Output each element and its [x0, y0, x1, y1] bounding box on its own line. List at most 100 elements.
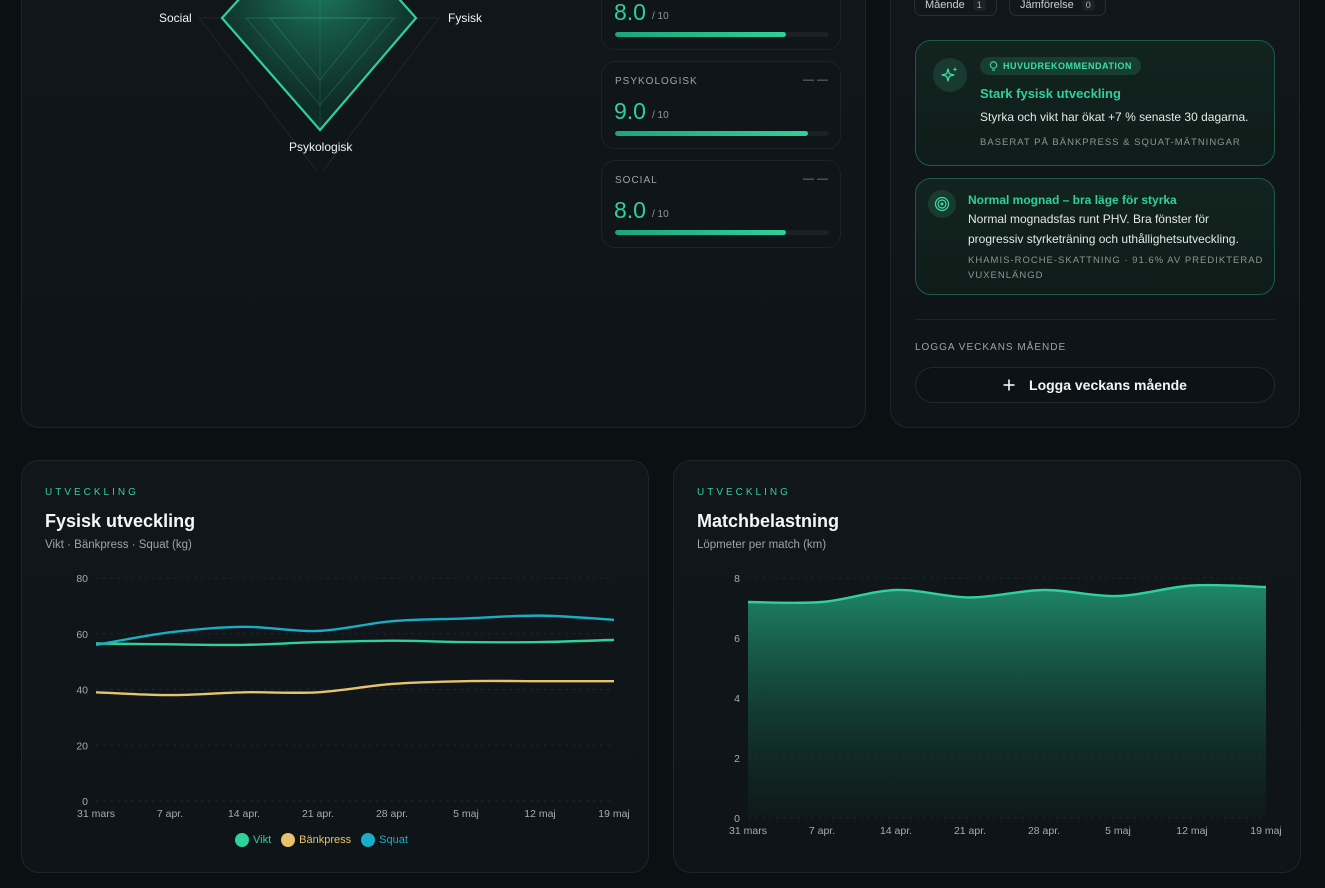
legend-label: Vikt — [253, 834, 272, 846]
x-tick-label: 31 mars — [77, 808, 115, 820]
legend-item: Vikt — [235, 833, 271, 847]
radar-chart — [197, 0, 441, 170]
legend-item: Bänkpress — [281, 833, 351, 847]
score-bar-fill — [615, 230, 787, 235]
series-line-km — [747, 583, 1267, 605]
maturity-title: Normal mognad – bra läge för styrka — [968, 193, 1177, 207]
physical-subtitle: Vikt · Bänkpress · Squat (kg) — [45, 539, 192, 551]
x-tick-label: 5 maj — [1105, 825, 1131, 837]
match-title: Matchbelastning — [697, 511, 840, 531]
score-trend: — — — [802, 173, 828, 185]
physical-development-card — [21, 460, 649, 873]
bulb-icon — [989, 60, 998, 71]
score-value: 8.0 — [614, 197, 646, 223]
recommendation-source: BASERAT PÅ BÄNKPRESS & SQUAT-MÄTNINGAR — [980, 137, 1241, 148]
score-bar — [615, 131, 829, 136]
match-eyebrow: UTVECKLING — [697, 487, 791, 498]
y-tick-label: 2 — [734, 753, 740, 765]
score-card-physical: 8.0 / 10 — [601, 0, 841, 50]
legend-label: Bänkpress — [299, 834, 352, 846]
x-tick-label: 31 mars — [729, 825, 767, 837]
log-section-label: LOGGA VECKANS MÅENDE — [915, 342, 1067, 353]
maturity-text-1: Normal mognadsfas runt PHV. Bra fönster … — [968, 212, 1209, 226]
physical-legend: Vikt Bänkpress Squat — [235, 833, 408, 847]
log-button-label: Logga veckans mående — [1029, 377, 1187, 393]
physical-line-chart: 0 20 40 60 80 31 mars 7 apr. 14 apr. 21 apr. 28 a… — [76, 573, 630, 820]
x-tick-label: 14 apr. — [880, 825, 912, 837]
log-wellbeing-button[interactable]: Logga veckans mående — [915, 367, 1275, 403]
x-tick-label: 21 apr. — [954, 825, 986, 837]
x-tick-label: 5 maj — [453, 808, 479, 820]
radar-label-physical: Fysisk — [448, 11, 482, 25]
score-label: PSYKOLOGISK — [615, 76, 698, 87]
tab-wellbeing[interactable]: Mående 1 — [914, 0, 997, 16]
sparkles-icon — [933, 58, 967, 92]
score-value: 9.0 — [614, 98, 646, 124]
score-denominator: / 10 — [652, 11, 669, 22]
x-tick-label: 14 apr. — [228, 808, 260, 820]
score-bar-fill — [615, 131, 808, 136]
x-tick-label: 19 maj — [598, 808, 630, 820]
physical-eyebrow: UTVECKLING — [45, 487, 139, 498]
match-subtitle: Löpmeter per match (km) — [697, 539, 827, 551]
recommendation-title: Stark fysisk utveckling — [980, 86, 1121, 101]
legend-label: Squat — [379, 834, 408, 846]
y-tick-label: 60 — [76, 629, 88, 641]
x-tick-label: 7 apr. — [157, 808, 183, 820]
score-card-psychological: PSYKOLOGISK — — 9.0 / 10 — [601, 61, 841, 149]
legend-swatch — [361, 833, 376, 847]
radar-grid-inner — [268, 17, 372, 81]
score-label: SOCIAL — [615, 175, 658, 186]
x-tick-label: 12 maj — [1176, 825, 1208, 837]
series-area — [748, 585, 1266, 818]
x-tick-label: 21 apr. — [302, 808, 334, 820]
y-tick-label: 20 — [76, 740, 88, 752]
plus-icon — [1003, 379, 1015, 391]
maturity-text-2: progressiv styrketräning och uthållighet… — [968, 232, 1239, 246]
y-tick-label: 80 — [76, 573, 88, 585]
series-line-vikt — [95, 638, 615, 647]
physical-title: Fysisk utveckling — [45, 511, 196, 531]
x-tick-label: 28 apr. — [376, 808, 408, 820]
main-recommendation: HUVUDREKOMMENDATION Stark fysisk utveckl… — [915, 40, 1275, 166]
score-bar — [615, 230, 829, 235]
score-bar — [615, 32, 829, 37]
score-denominator: / 10 — [652, 110, 669, 121]
tab-comparison[interactable]: Jämförelse 0 — [1009, 0, 1106, 16]
series-line-bänkpress — [95, 679, 614, 697]
score-bar-fill — [615, 32, 787, 37]
maturity-source-2: VUXENLÄNGD — [968, 270, 1044, 281]
tab-label: Mående — [925, 0, 965, 11]
y-tick-label: 0 — [82, 796, 88, 808]
y-tick-label: 40 — [76, 685, 88, 697]
tab-count: 0 — [1081, 0, 1095, 11]
y-tick-label: 4 — [734, 693, 740, 705]
score-denominator: / 10 — [652, 209, 669, 220]
y-tick-label: 6 — [734, 633, 740, 645]
radar-area — [220, 0, 418, 132]
legend-swatch — [235, 833, 249, 847]
x-tick-label: 28 apr. — [1028, 825, 1060, 837]
tab-count: 1 — [972, 0, 986, 11]
radar-grid-mid — [244, 17, 396, 106]
x-tick-label: 12 maj — [524, 808, 556, 820]
score-trend: — — — [802, 74, 828, 86]
radar-label-psychological: Psykologisk — [289, 140, 353, 154]
maturity-insight: Normal mognad – bra läge för styrka Norm… — [915, 178, 1275, 295]
score-value: 8.0 — [614, 0, 646, 25]
y-tick-label: 0 — [734, 813, 740, 825]
divider — [915, 319, 1275, 320]
radar-label-social: Social — [159, 11, 192, 25]
recommendation-text: Styrka och vikt har ökat +7 % senaste 30… — [980, 110, 1249, 124]
x-tick-label: 19 maj — [1250, 825, 1282, 837]
y-tick-label: 8 — [734, 573, 740, 585]
x-tick-label: 7 apr. — [809, 825, 835, 837]
series-line-squat — [95, 614, 615, 647]
tab-label: Jämförelse — [1020, 0, 1074, 11]
maturity-source-1: KHAMIS-ROCHE-SKATTNING · 91.6% AV PREDIK… — [968, 255, 1264, 266]
target-icon — [928, 190, 956, 218]
score-card-social: SOCIAL — — 8.0 / 10 — [601, 160, 841, 248]
legend-item: Squat — [361, 833, 408, 847]
recommendation-pill: HUVUDREKOMMENDATION — [980, 57, 1141, 75]
